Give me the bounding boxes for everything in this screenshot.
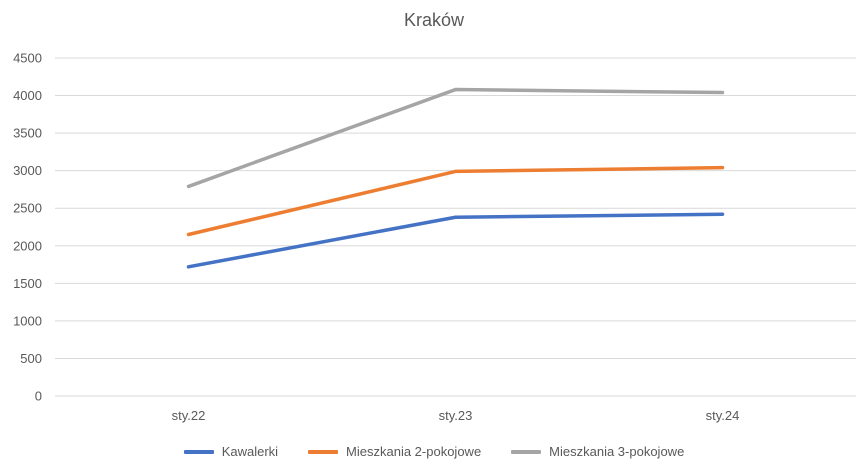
legend-line-swatch [183,449,214,454]
legend-item-mieszkania-3-pokojowe: Mieszkania 3-pokojowe [511,444,684,459]
chart-legend: Kawalerki Mieszkania 2-pokojowe Mieszkania… [0,436,868,472]
y-axis-tick-label: 4000 [13,88,42,103]
legend-item-mieszkania-2-pokojowe: Mieszkania 2-pokojowe [308,444,481,459]
legend-item-kawalerki: Kawalerki [183,444,279,459]
series-line-mieszkania-3-pokojowe [186,87,725,189]
y-axis-tick-label: 3000 [13,163,42,178]
legend-label: Kawalerki [221,444,279,459]
y-axis-tick-label: 500 [20,351,42,366]
legend-label: Mieszkania 3-pokojowe [549,444,685,459]
y-axis-tick-label: 4500 [13,51,42,66]
legend-line-swatch [511,449,542,454]
series-line-kawalerki [186,212,725,269]
y-axis-tick-label: 1000 [13,313,42,328]
legend-label: Mieszkania 2-pokojowe [346,444,482,459]
x-axis-tick-label: sty.23 [439,408,473,423]
y-axis-tick-label: 1500 [13,276,42,291]
chart-title: Kraków [403,9,465,30]
legend-line-swatch [308,449,339,454]
y-axis-tick-label: 2500 [13,201,42,216]
y-axis-tick-label: 2000 [13,238,42,253]
y-axis-tick-label: 0 [35,389,42,404]
x-axis-tick-label: sty.24 [706,408,740,423]
y-axis-tick-label: 3500 [13,126,42,141]
x-axis-tick-label: sty.22 [172,408,206,423]
plot-area: 0 500 1000 1500 2000 2500 3000 3500 4000 4500 sty.… [13,51,856,423]
series-line-mieszkania-2-pokojowe [186,165,725,237]
